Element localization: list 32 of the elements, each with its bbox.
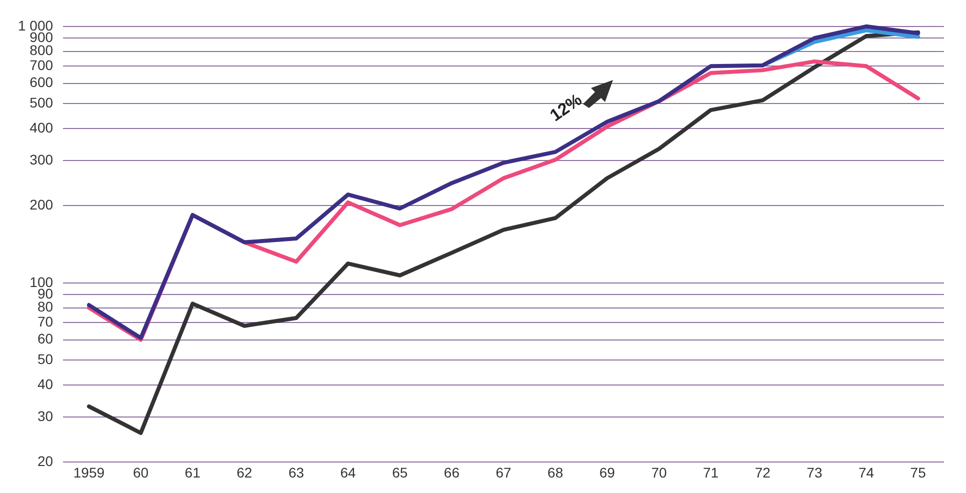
x-tick-label: 74 [858, 464, 874, 480]
x-tick-label: 63 [288, 464, 304, 480]
y-tick-label: 70 [37, 314, 54, 330]
x-tick-label: 65 [392, 464, 408, 480]
x-tick-label: 66 [444, 464, 460, 480]
x-tick-label: 64 [340, 464, 356, 480]
x-tick-label: 69 [599, 464, 616, 480]
x-tick-label: 71 [703, 464, 719, 480]
y-tick-label: 40 [37, 376, 54, 392]
x-tick-label: 73 [806, 464, 822, 480]
x-tick-label: 72 [754, 464, 771, 480]
y-tick-label: 600 [30, 74, 54, 90]
annotation: 12% [546, 90, 586, 126]
x-tick-label: 61 [184, 464, 201, 480]
x-tick-label: 1959 [73, 464, 105, 480]
y-tick-label: 300 [30, 151, 54, 168]
x-tick-label: 75 [910, 464, 926, 480]
x-tick-label: 67 [496, 464, 512, 480]
x-tick-label: 62 [236, 464, 252, 480]
y-tick-label: 50 [37, 350, 54, 367]
x-tick-label: 68 [548, 464, 564, 480]
y-tick-label: 60 [37, 330, 54, 347]
y-tick-label: 1 000 [18, 17, 54, 34]
x-tick-label: 60 [132, 464, 149, 480]
y-tick-label: 200 [30, 196, 54, 213]
y-tick-label: 700 [30, 56, 54, 73]
y-tick-label: 500 [30, 94, 54, 110]
x-tick-label: 70 [651, 464, 667, 480]
y-tick-label: 30 [37, 408, 54, 424]
y-tick-label: 20 [37, 453, 54, 470]
y-tick-label: 400 [30, 119, 54, 136]
y-tick-label: 800 [30, 42, 54, 58]
